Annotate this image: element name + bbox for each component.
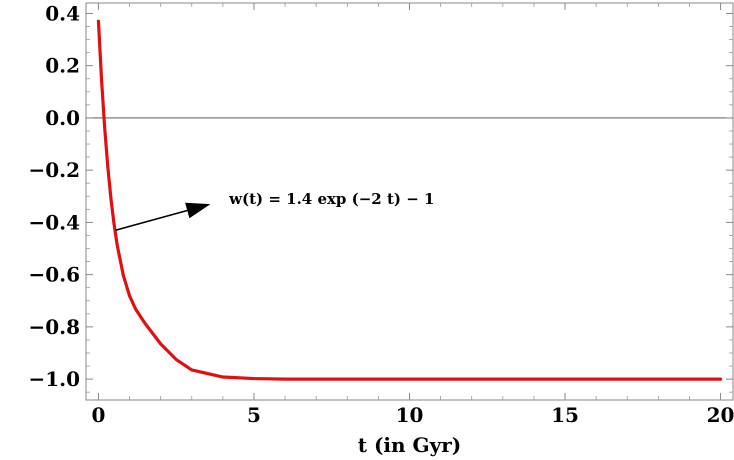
x-axis-label: t (in Gyr) [358, 433, 461, 457]
x-tick-label: 5 [247, 403, 261, 427]
y-tick-label: −0.6 [28, 263, 80, 287]
annotation-arrow-head [185, 202, 211, 219]
y-tick-label: 0.4 [45, 1, 80, 25]
y-tick-label: −0.2 [28, 158, 80, 182]
y-tick-label: 0.2 [45, 54, 80, 78]
series-line [96, 19, 723, 381]
y-tick-label: −0.8 [28, 315, 80, 339]
annotation-label: w(t) = 1.4 exp (−2 t) − 1 [228, 190, 434, 208]
annotation-arrow-shaft [115, 209, 188, 232]
y-tick-label: 0.0 [45, 106, 80, 130]
y-tick-label: −0.4 [28, 210, 80, 234]
x-tick-label: 15 [551, 403, 579, 427]
annotation: w(t) = 1.4 exp (−2 t) − 1 [115, 190, 434, 232]
x-tick-label: 20 [707, 403, 734, 427]
x-tick-label: 10 [396, 403, 424, 427]
series-curve [96, 19, 723, 381]
axis-ticks: 0.4 0.2 0.0 −0.2 −0.4 −0.6 −0.8 −1.0 0 5 10 15 20 [28, 1, 734, 427]
y-tick-label: −1.0 [28, 367, 80, 391]
x-tick-label: 0 [91, 403, 105, 427]
